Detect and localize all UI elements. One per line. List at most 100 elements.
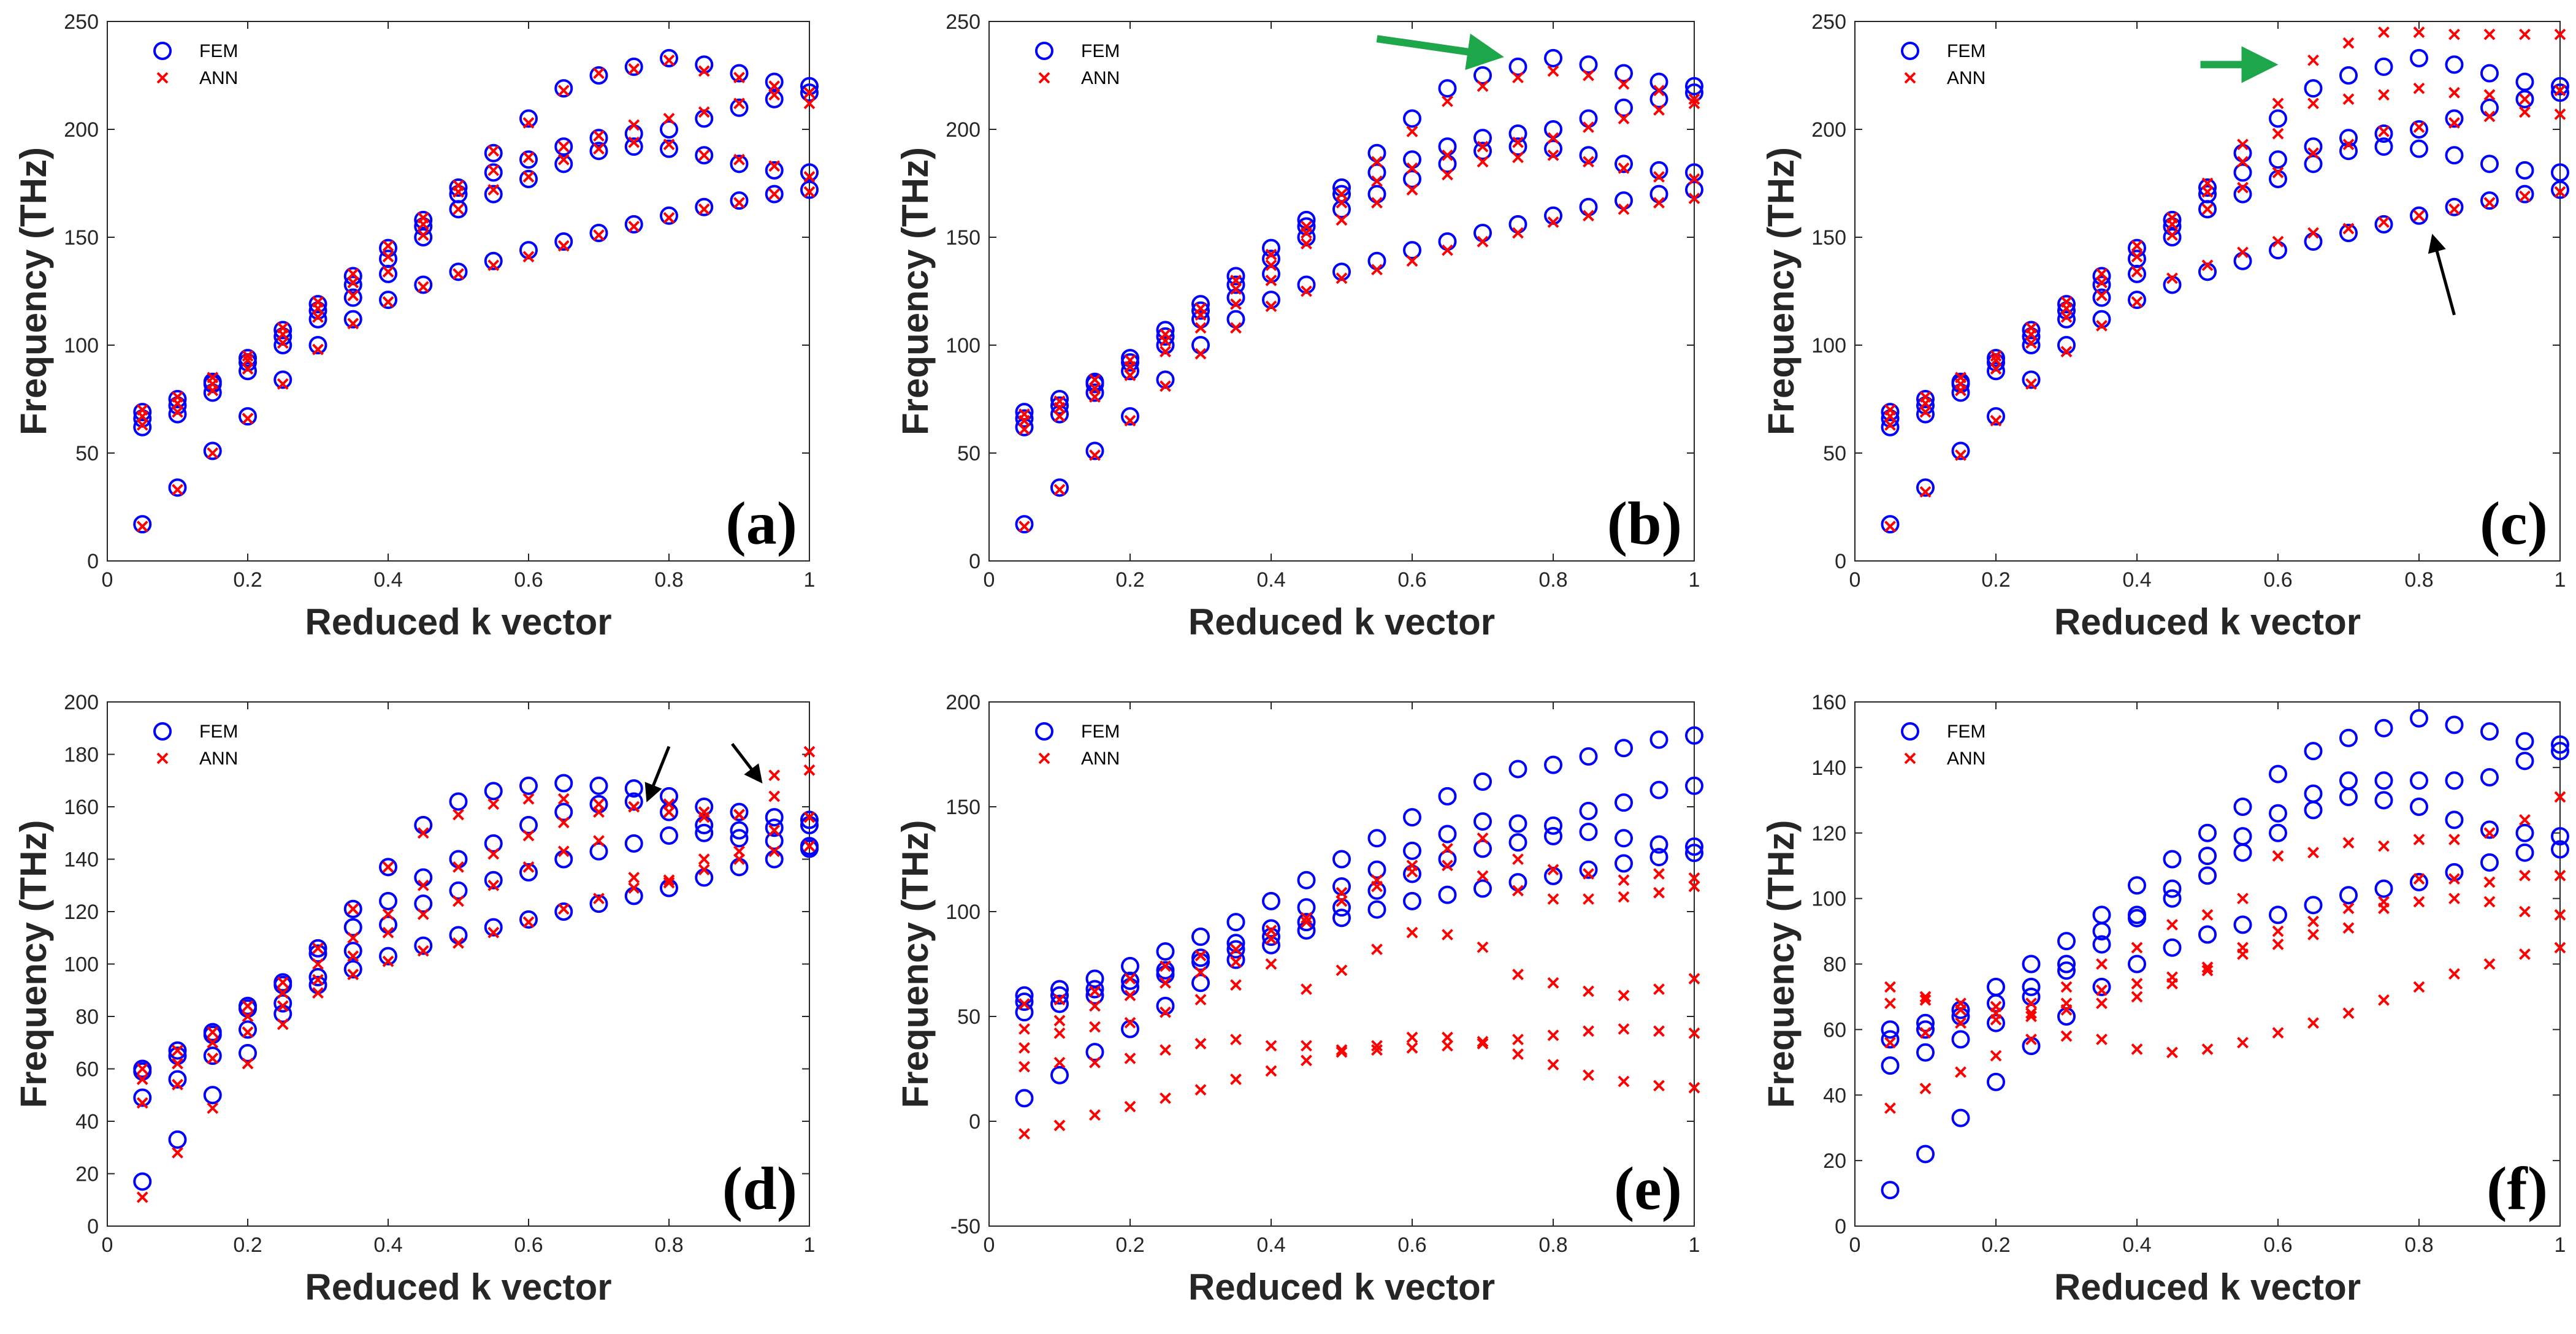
ann-marker bbox=[2272, 166, 2284, 178]
fem-marker bbox=[2410, 48, 2428, 67]
ann-marker bbox=[1618, 1075, 1630, 1088]
fem-marker bbox=[1050, 478, 1069, 497]
x-tick-label: 0 bbox=[984, 568, 995, 592]
ann-marker bbox=[1089, 391, 1101, 403]
fem-marker bbox=[1544, 755, 1562, 774]
ann-marker bbox=[2025, 1007, 2037, 1020]
ann-marker bbox=[1019, 408, 1030, 421]
ann-marker bbox=[768, 790, 781, 802]
ann-marker bbox=[1019, 1128, 1030, 1140]
fem-marker bbox=[519, 910, 538, 929]
ann-marker bbox=[1124, 989, 1136, 1002]
ann-marker bbox=[2554, 85, 2566, 97]
ann-marker bbox=[1442, 842, 1453, 855]
fem-marker bbox=[273, 370, 292, 389]
fem-marker bbox=[2128, 876, 2146, 895]
fem-marker bbox=[2304, 154, 2323, 173]
x-axis-title: Reduced k vector bbox=[1188, 1267, 1495, 1308]
ann-marker bbox=[1230, 956, 1242, 968]
ann-marker bbox=[1089, 449, 1101, 461]
ann-marker bbox=[1583, 868, 1594, 880]
ann-marker bbox=[2166, 229, 2178, 241]
ann-marker bbox=[1371, 1040, 1383, 1052]
fem-marker bbox=[1367, 143, 1386, 162]
fem-marker bbox=[1121, 956, 1139, 975]
ann-marker bbox=[1884, 404, 1896, 416]
fem-marker bbox=[1579, 823, 1598, 842]
fem-marker bbox=[765, 72, 784, 91]
fem-marker bbox=[1685, 837, 1703, 856]
x-tick-label: 0.2 bbox=[233, 1233, 262, 1257]
ann-marker bbox=[1301, 220, 1312, 232]
ann-marker bbox=[663, 139, 675, 151]
fem-marker bbox=[624, 215, 643, 234]
ann-marker bbox=[207, 1037, 219, 1049]
ann-marker bbox=[382, 251, 394, 263]
fem-marker bbox=[554, 774, 573, 793]
ann-marker bbox=[2166, 272, 2178, 284]
x-tick-label: 0 bbox=[1849, 568, 1861, 592]
fem-marker bbox=[1579, 747, 1598, 766]
ann-marker bbox=[172, 1045, 183, 1056]
y-tick-label: 60 bbox=[1823, 1018, 1846, 1042]
y-tick-label: 120 bbox=[1811, 822, 1846, 845]
ann-marker bbox=[2060, 296, 2073, 308]
ann-marker bbox=[2378, 840, 2390, 852]
ann-marker bbox=[2201, 1043, 2214, 1055]
fem-marker bbox=[1473, 142, 1492, 161]
fem-marker bbox=[2092, 275, 2111, 294]
x-tick-label: 0.4 bbox=[2122, 1233, 2151, 1257]
fem-marker bbox=[2198, 847, 2217, 866]
fem-marker bbox=[1881, 1020, 1900, 1039]
fem-marker bbox=[1987, 349, 2005, 368]
fem-marker bbox=[1544, 48, 1562, 67]
fem-marker bbox=[589, 842, 608, 861]
ann-marker bbox=[2448, 117, 2460, 129]
ann-marker bbox=[136, 404, 148, 416]
ann-marker bbox=[347, 969, 359, 981]
ann-marker bbox=[2519, 905, 2531, 918]
ann-marker bbox=[1688, 1081, 1700, 1094]
ann-marker bbox=[1230, 274, 1242, 286]
ann-marker bbox=[417, 281, 429, 293]
fem-marker bbox=[1916, 1013, 1935, 1032]
ann-marker bbox=[2554, 909, 2566, 921]
fem-marker bbox=[168, 1041, 187, 1060]
fem-marker bbox=[484, 918, 503, 937]
fem-marker bbox=[589, 776, 608, 795]
x-tick-label: 0.6 bbox=[2263, 568, 2292, 592]
fem-marker bbox=[414, 894, 433, 913]
ann-marker bbox=[1547, 1029, 1559, 1042]
ann-marker bbox=[1301, 916, 1312, 928]
ann-marker bbox=[1547, 132, 1559, 144]
fem-marker bbox=[449, 881, 468, 900]
ann-marker bbox=[2096, 984, 2108, 996]
ann-marker bbox=[1653, 983, 1665, 995]
ann-marker bbox=[1477, 941, 1489, 953]
ann-marker bbox=[2307, 847, 2319, 859]
ann-marker bbox=[1477, 1038, 1489, 1050]
x-tick-label: 0.6 bbox=[514, 1233, 543, 1257]
ann-marker bbox=[172, 391, 183, 403]
ann-marker bbox=[242, 1026, 254, 1039]
fem-marker bbox=[624, 834, 643, 853]
fem-marker bbox=[133, 1059, 152, 1078]
fem-marker bbox=[379, 250, 397, 269]
fem-marker bbox=[379, 291, 397, 310]
ann-marker bbox=[2131, 265, 2143, 278]
fem-marker bbox=[203, 1086, 222, 1105]
legend-fem-marker bbox=[1035, 42, 1053, 60]
ann-marker bbox=[2237, 156, 2249, 168]
fem-marker bbox=[800, 810, 819, 829]
fem-marker bbox=[2163, 889, 2182, 908]
fem-marker bbox=[168, 1070, 187, 1089]
fem-marker bbox=[2233, 915, 2252, 934]
fem-marker bbox=[2410, 771, 2428, 790]
x-tick-label: 0.2 bbox=[233, 568, 262, 592]
fem-marker bbox=[1403, 864, 1421, 883]
ann-marker bbox=[487, 926, 500, 939]
fem-marker bbox=[1297, 871, 1316, 890]
fem-marker bbox=[1508, 137, 1527, 156]
ann-marker bbox=[1477, 80, 1489, 93]
y-tick-label: 0 bbox=[969, 550, 980, 573]
